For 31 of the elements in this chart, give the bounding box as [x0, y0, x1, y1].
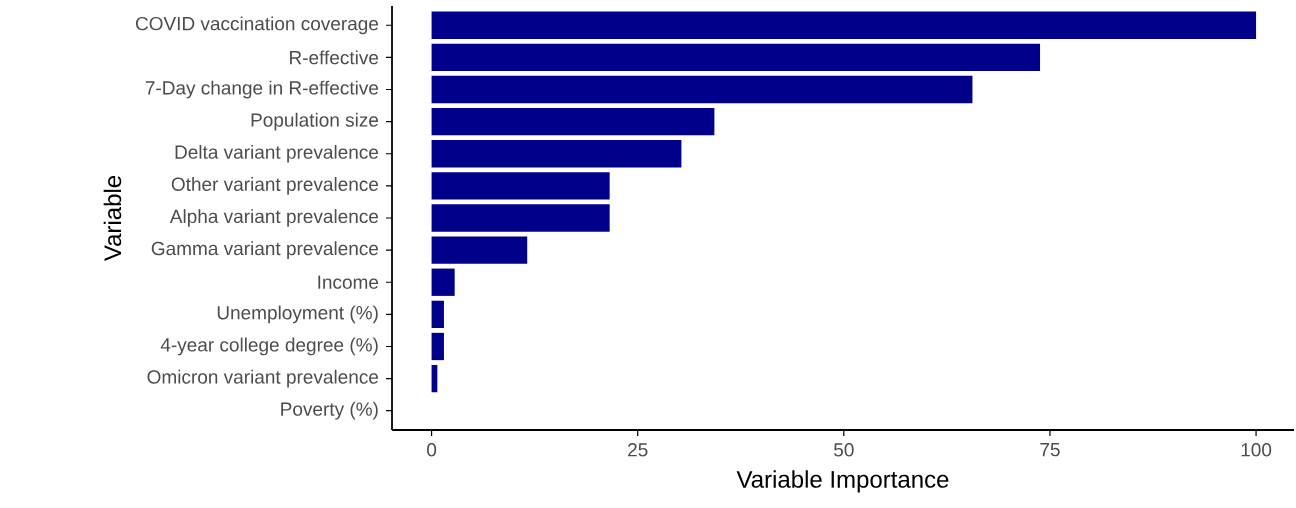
bar	[431, 236, 528, 264]
bar	[431, 332, 444, 361]
bar	[431, 107, 715, 136]
y-tick-label: COVID vaccination coverage	[135, 16, 379, 35]
bar	[431, 172, 610, 200]
y-tick-label: 4-year college degree (%)	[160, 337, 378, 356]
x-tick-label: 100	[1241, 443, 1272, 457]
y-tick-label: Poverty (%)	[281, 401, 378, 420]
y-tick-label: Other variant prevalence	[171, 177, 379, 195]
bar	[431, 75, 973, 104]
y-tick-label: Omicron variant prevalence	[147, 369, 379, 388]
y-tick-label: Population size	[251, 112, 379, 131]
x-tick-label: 50	[834, 443, 854, 457]
x-tick-label: 25	[628, 443, 648, 457]
bar	[431, 204, 610, 232]
y-tick-label: Unemployment (%)	[217, 305, 378, 324]
x-tick-label: 75	[1040, 443, 1060, 457]
bar	[431, 43, 1041, 72]
y-tick-label: Gamma variant prevalence	[151, 241, 379, 259]
y-axis-title: Variable	[103, 175, 122, 262]
y-tick-label: Income	[318, 275, 379, 289]
y-tick-label: Delta variant prevalence	[175, 144, 379, 163]
x-tick-label: 0	[427, 443, 437, 457]
x-axis-title: Variable Importance	[736, 470, 949, 493]
y-tick-label: R-effective	[290, 50, 379, 65]
y-tick-label: Alpha variant prevalence	[169, 209, 379, 227]
y-tick-label: 7-Day change in R-effective	[145, 80, 379, 99]
bar	[431, 140, 682, 168]
bar	[431, 11, 1257, 39]
bar	[431, 268, 455, 296]
bar	[431, 300, 444, 329]
